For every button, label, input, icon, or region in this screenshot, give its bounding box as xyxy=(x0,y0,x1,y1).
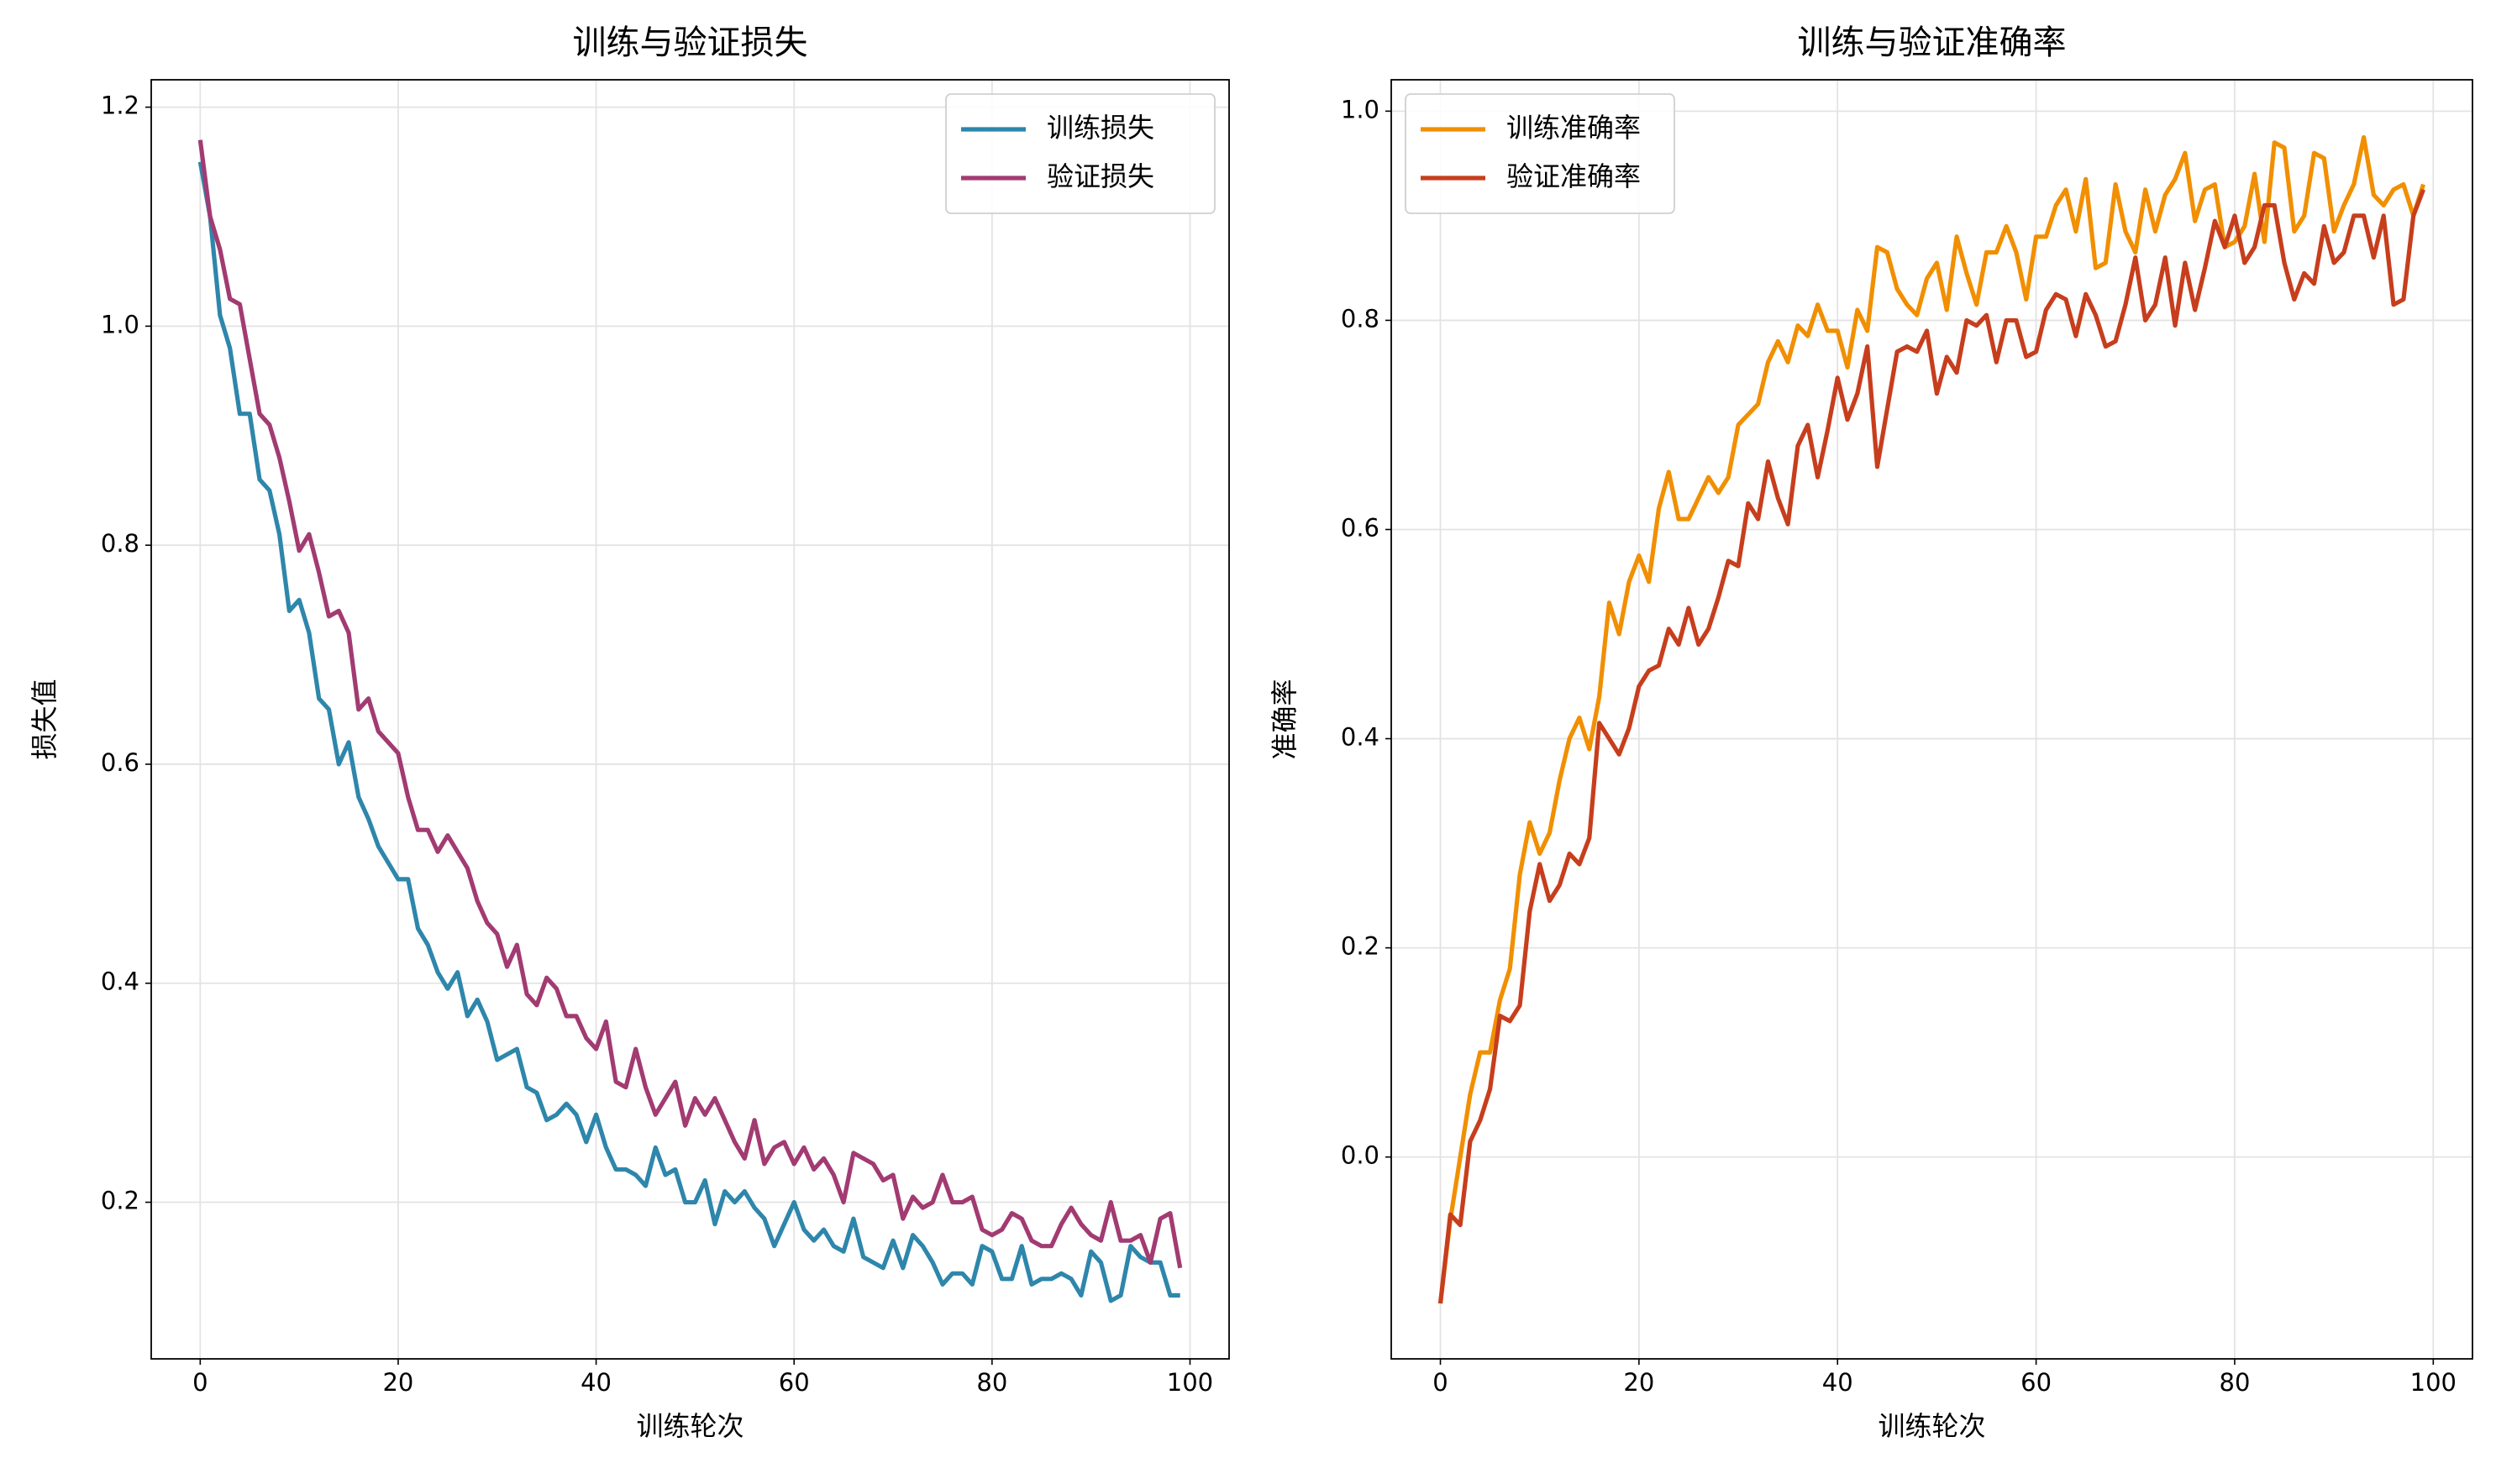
y-tick-label: 1.0 xyxy=(1341,95,1379,123)
legend-label: 验证准确率 xyxy=(1506,160,1641,192)
y-tick-label: 1.0 xyxy=(101,310,139,338)
y-tick-label: 0.6 xyxy=(101,748,139,777)
y-tick-label: 0.0 xyxy=(1341,1141,1379,1170)
x-tick-label: 0 xyxy=(192,1368,208,1397)
x-tick-label: 20 xyxy=(382,1368,413,1397)
chart-title: 训练与验证损失 xyxy=(573,24,808,62)
x-tick-label: 60 xyxy=(779,1368,810,1397)
x-tick-label: 40 xyxy=(581,1368,612,1397)
line-series xyxy=(1437,188,2425,1304)
chart-title: 训练与验证准确率 xyxy=(1798,24,2067,62)
plot-frame xyxy=(150,79,1230,1360)
line-series xyxy=(197,161,1180,1303)
y-tick-label: 0.4 xyxy=(1341,723,1379,752)
legend-box xyxy=(1405,93,1675,214)
x-tick-label: 20 xyxy=(1623,1368,1654,1397)
y-tick-label: 0.2 xyxy=(1341,932,1379,961)
legend-label: 验证损失 xyxy=(1047,160,1154,192)
x-tick-label: 100 xyxy=(1167,1368,1213,1397)
y-tick-label: 0.2 xyxy=(101,1187,139,1215)
x-tick-label: 0 xyxy=(1432,1368,1448,1397)
x-axis-label: 训练轮次 xyxy=(1878,1410,1985,1442)
x-tick-label: 60 xyxy=(2020,1368,2052,1397)
x-tick-label: 40 xyxy=(1822,1368,1853,1397)
x-axis-label: 训练轮次 xyxy=(636,1410,744,1442)
plot-frame xyxy=(1390,79,2473,1360)
x-tick-label: 100 xyxy=(2410,1368,2457,1397)
x-tick-label: 80 xyxy=(2220,1368,2251,1397)
legend-label: 训练损失 xyxy=(1047,112,1154,144)
legend-box xyxy=(945,93,1216,214)
y-tick-label: 0.8 xyxy=(101,529,139,558)
y-axis-label: 准确率 xyxy=(1269,679,1301,759)
y-tick-label: 1.2 xyxy=(101,92,139,120)
y-axis-label: 损失值 xyxy=(29,679,60,759)
y-tick-label: 0.6 xyxy=(1341,513,1379,542)
line-series xyxy=(197,139,1183,1269)
line-series xyxy=(1437,134,2425,1304)
y-tick-label: 0.4 xyxy=(101,967,139,996)
x-tick-label: 80 xyxy=(976,1368,1007,1397)
y-tick-label: 0.8 xyxy=(1341,304,1379,333)
legend-label: 训练准确率 xyxy=(1506,112,1641,144)
